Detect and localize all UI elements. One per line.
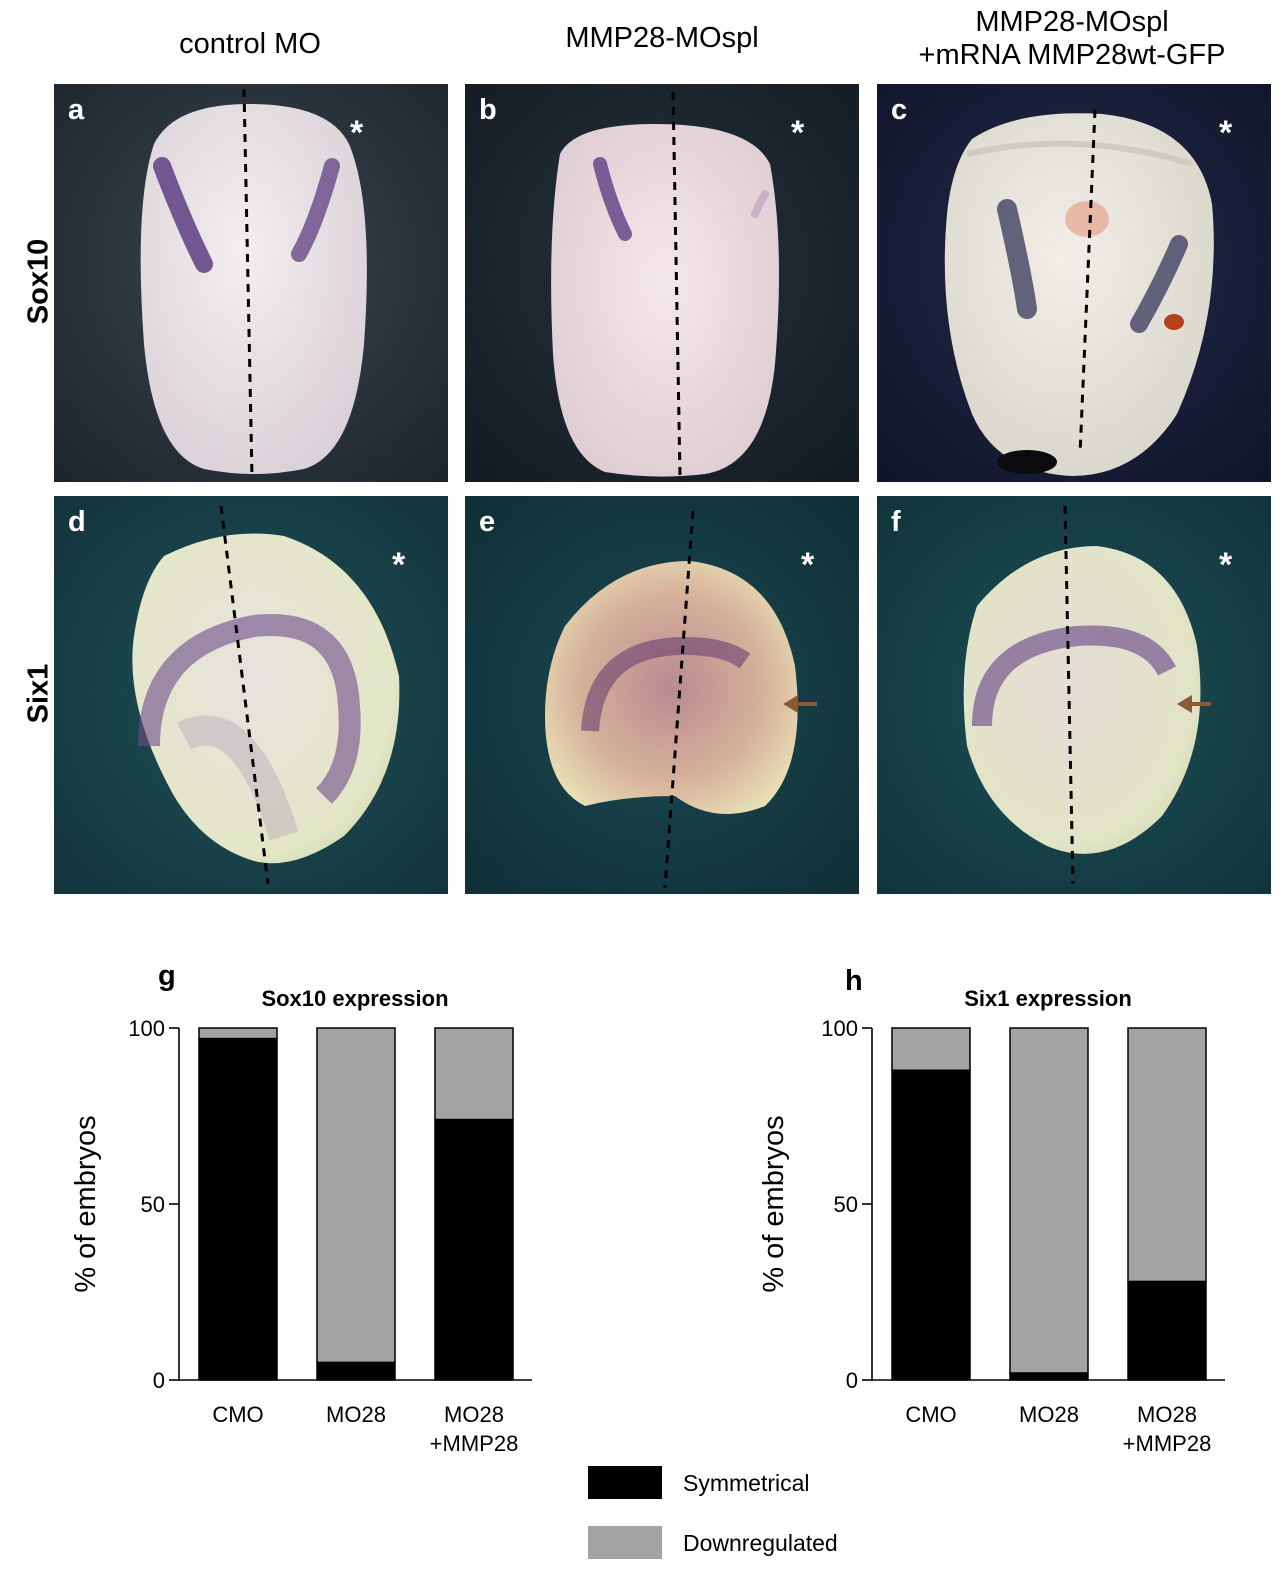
x-tick-label: MO28: [1019, 1402, 1079, 1427]
panel-label: d: [68, 506, 86, 538]
bar-segment-downregulated: [434, 1027, 514, 1121]
x-tick-label: MO28: [444, 1402, 504, 1427]
chart-title: Six1 expression: [964, 986, 1132, 1011]
column-heading-line: control MO: [179, 28, 321, 60]
asterisk-marker: *: [791, 114, 805, 152]
panel-label: b: [479, 94, 497, 126]
y-tick-label: 100: [128, 1016, 165, 1041]
y-axis-label: % of embryos: [70, 1115, 102, 1292]
column-heading-rescue: MMP28-MOspl +mRNA MMP28wt-GFP: [872, 6, 1272, 72]
panel-label: c: [891, 94, 908, 126]
bar-segment-symmetrical: [198, 1037, 278, 1381]
asterisk-marker: *: [392, 546, 406, 584]
panel-d-embryo-image: d *: [54, 496, 448, 894]
panel-a-embryo-image: a *: [54, 84, 448, 482]
embryo-illustration: [54, 496, 448, 894]
column-heading-control: control MO: [110, 28, 390, 61]
column-heading-line: MMP28-MOspl: [975, 6, 1169, 38]
x-tick-label: +MMP28: [430, 1431, 519, 1456]
legend-swatch-downregulated: [588, 1526, 662, 1559]
chart-panel-label: g: [158, 960, 176, 992]
bar-segment-symmetrical: [1127, 1280, 1207, 1381]
bar-segment-symmetrical: [316, 1361, 396, 1381]
x-tick-label: MO28: [326, 1402, 386, 1427]
panel-c-embryo-image: c *: [877, 84, 1271, 482]
x-tick-label: CMO: [212, 1402, 263, 1427]
panel-label: e: [479, 506, 496, 538]
y-axis-label: % of embryos: [758, 1115, 790, 1292]
embryo-illustration: [877, 84, 1271, 482]
y-tick-label: 50: [834, 1192, 858, 1217]
y-tick-label: 0: [153, 1368, 165, 1393]
x-tick-label: MO28: [1137, 1402, 1197, 1427]
asterisk-marker: *: [1219, 546, 1233, 584]
y-tick-label: 50: [141, 1192, 165, 1217]
panel-label: f: [891, 506, 901, 538]
embryo-illustration: [465, 84, 859, 482]
panel-b-embryo-image: b *: [465, 84, 859, 482]
legend-swatch-symmetrical: [588, 1466, 662, 1499]
bar-segment-symmetrical: [434, 1118, 514, 1381]
column-heading-line: +mRNA MMP28wt-GFP: [918, 39, 1226, 71]
x-tick-label: CMO: [905, 1402, 956, 1427]
asterisk-marker: *: [801, 546, 815, 584]
panel-e-embryo-image: e *: [465, 496, 859, 894]
panel-label: a: [68, 94, 85, 126]
x-tick-label: +MMP28: [1123, 1431, 1212, 1456]
legend-label-downregulated: Downregulated: [683, 1530, 838, 1556]
column-heading-morpholino: MMP28-MOspl: [512, 22, 812, 55]
bar-segment-downregulated: [316, 1027, 396, 1364]
asterisk-marker: *: [1219, 114, 1233, 152]
bar-segment-downregulated: [198, 1027, 278, 1040]
panel-f-embryo-image: f *: [877, 496, 1271, 894]
legend-label-symmetrical: Symmetrical: [683, 1470, 810, 1496]
chart-title: Sox10 expression: [261, 986, 448, 1011]
bar-segment-downregulated: [1127, 1027, 1207, 1283]
embryo-illustration: [877, 496, 1271, 894]
bar-segment-downregulated: [1009, 1027, 1089, 1374]
asterisk-marker: *: [350, 114, 364, 152]
y-tick-label: 100: [821, 1016, 858, 1041]
bar-segment-downregulated: [891, 1027, 971, 1071]
column-heading-line: MMP28-MOspl: [565, 22, 759, 54]
bar-segment-symmetrical: [891, 1069, 971, 1381]
y-tick-label: 0: [846, 1368, 858, 1393]
embryo-illustration: [54, 84, 448, 482]
bar-segment-symmetrical: [1009, 1372, 1089, 1381]
embryo-illustration: [465, 496, 859, 894]
chart-panel-label: h: [845, 965, 863, 997]
